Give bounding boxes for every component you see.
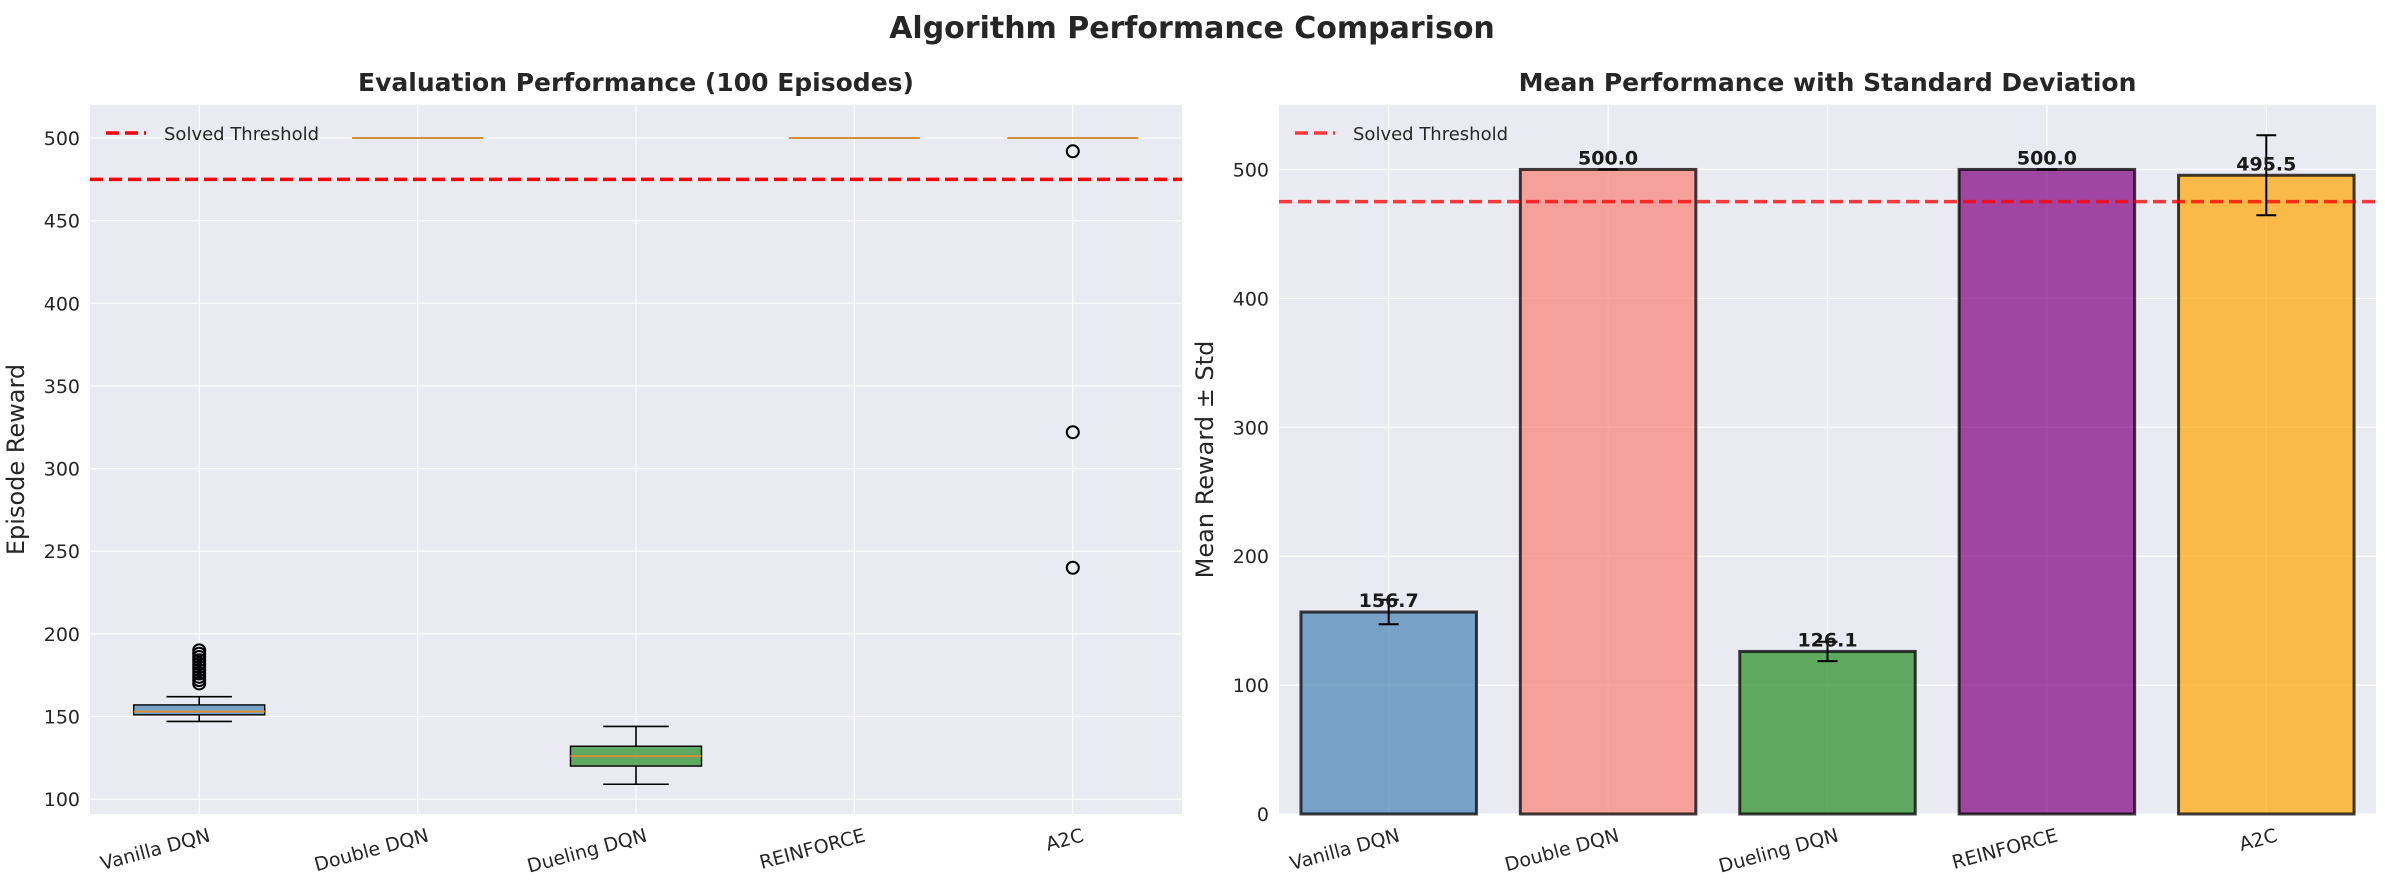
box-y-tick-label: 200 <box>44 624 80 646</box>
bar-value-label: 500.0 <box>2017 147 2077 169</box>
bar-1 <box>1299 610 1478 816</box>
box-y-tick-label: 100 <box>44 789 80 811</box>
box-y-tick-label: 500 <box>44 128 80 150</box>
bar-y-tick-label: 400 <box>1233 288 1269 310</box>
bar-value-label: 126.1 <box>1797 629 1857 651</box>
box-y-tick-label: 450 <box>44 211 80 233</box>
box-x-tick-label: Dueling DQN <box>525 825 649 878</box>
bar-y-tick-label: 200 <box>1233 546 1269 568</box>
bar-legend-label: Solved Threshold <box>1353 124 1508 145</box>
box-outlier-point <box>192 643 207 658</box>
bar-value-label: 495.5 <box>2236 153 2296 175</box>
bar-4 <box>1957 167 2137 816</box>
box-y-tick-label: 250 <box>44 541 80 563</box>
bar-5 <box>2177 173 2356 816</box>
bar-x-tick-label: Double DQN <box>1503 825 1622 877</box>
bar-title: Mean Performance with Standard Deviation <box>1519 68 2137 97</box>
box-x-tick-label: A2C <box>1043 825 1086 856</box>
box-legend-label: Solved Threshold <box>164 124 319 145</box>
bar-x-tick-label: Dueling DQN <box>1716 825 1840 878</box>
bar-value-label: 500.0 <box>1578 147 1638 169</box>
box-y-tick-label: 300 <box>44 459 80 481</box>
figure-title: Algorithm Performance Comparison <box>889 11 1495 46</box>
box-x-tick-label: REINFORCE <box>757 825 867 874</box>
box-x-tick-label: Double DQN <box>312 825 431 877</box>
bar-y-tick-label: 0 <box>1257 804 1269 826</box>
bar-y-tick-label: 100 <box>1233 675 1269 697</box>
bar-y-tick-label: 300 <box>1233 417 1269 439</box>
bar-value-label: 156.7 <box>1359 590 1419 612</box>
bar-x-tick-label: Vanilla DQN <box>1288 825 1402 875</box>
box-title: Evaluation Performance (100 Episodes) <box>358 68 914 97</box>
bar-y-axis-label: Mean Reward ± Std <box>1191 341 1219 579</box>
bar-x-tick-label: REINFORCE <box>1950 825 2060 874</box>
bar-2 <box>1518 167 1698 816</box>
box-y-tick-label: 400 <box>44 293 80 315</box>
box-y-axis-label: Episode Reward <box>2 364 30 555</box>
barchart-panel: 0 100 200 300 400 500 Vanilla DQN Double DQN Due… <box>1191 68 2376 878</box>
box-body <box>132 704 266 716</box>
bar-x-tick-label: A2C <box>2237 825 2280 856</box>
bar-3 <box>1738 649 1917 816</box>
box-y-tick-label: 350 <box>44 376 80 398</box>
box-outlier-point <box>1065 144 1080 159</box>
bar-y-tick-label: 500 <box>1233 159 1269 181</box>
box-outlier-point <box>1065 560 1080 575</box>
boxplot-panel: 100 150 200 250 300 350 400 450 500 Vanilla DQN Do… <box>2 68 1182 878</box>
box-outlier-point <box>1065 425 1080 440</box>
box-x-tick-label: Vanilla DQN <box>98 825 212 875</box>
box-y-tick-label: 150 <box>44 706 80 728</box>
